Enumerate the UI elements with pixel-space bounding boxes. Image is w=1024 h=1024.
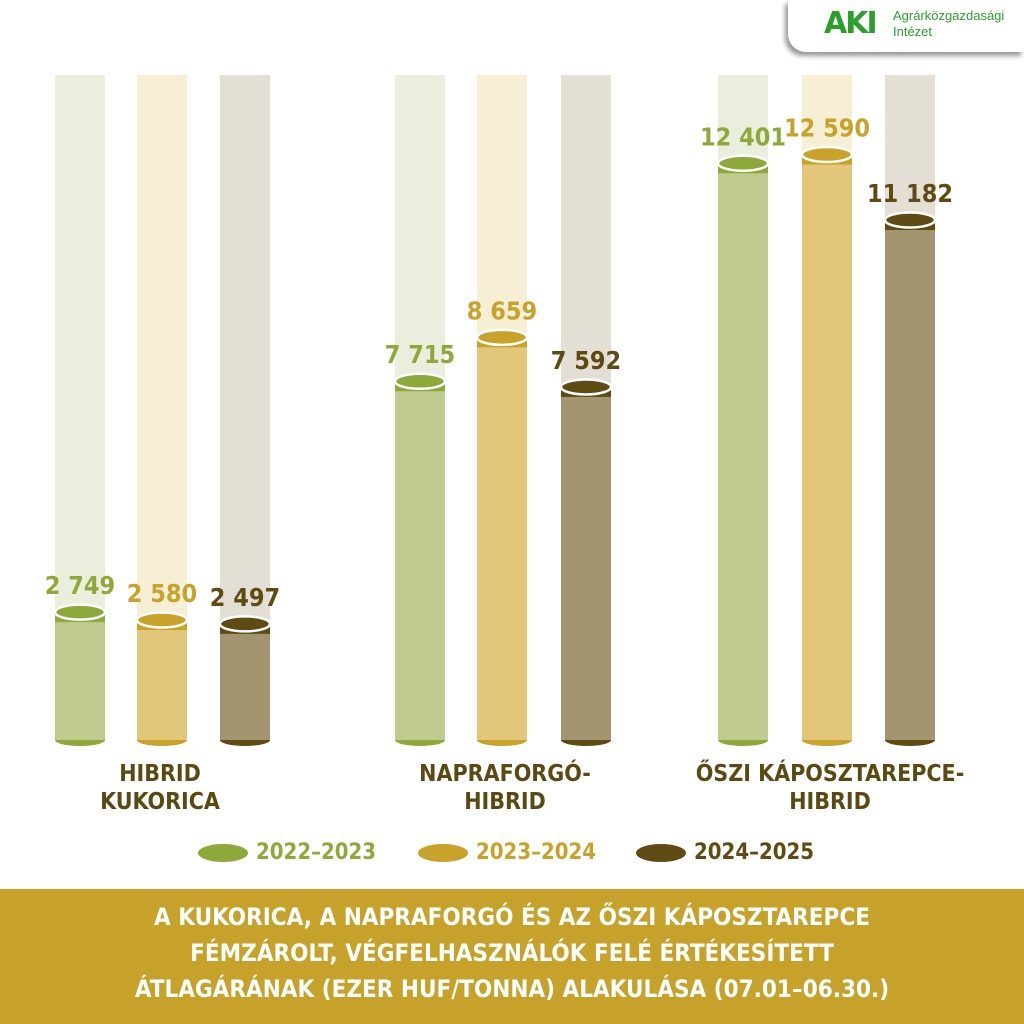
data-label: 7 715 [385,340,455,369]
bar [718,163,768,741]
bar-cap [393,372,447,390]
logo-line1: Agrárközgazdasági [893,8,1005,23]
bar [802,154,852,740]
bar [55,612,105,740]
logo-line2: Intézet [893,24,933,39]
chart-title-banner: A KUKORICA, A NAPRAFORGÓ ÉS AZ ŐSZI KÁPO… [0,889,1024,1024]
bar-cap [218,615,272,633]
bar [220,623,270,740]
legend-swatch [198,843,248,862]
category-label-3: ŐSZI KÁPOSZTAREPCE- HIBRID [695,761,965,815]
data-label: 7 592 [551,346,621,375]
aki-logo: AKI Agrárközgazdasági Intézet [788,0,1024,52]
data-label: 2 497 [210,583,280,612]
bar-cap [559,378,613,396]
bar-cap [475,328,529,347]
data-label: 2 580 [127,579,197,608]
data-label: 12 590 [784,114,870,143]
legend-item-2: 2023–2024 [418,840,596,865]
category-label-1: HIBRID KUKORICA [100,761,220,815]
category-label-2: NAPRAFORGÓ- HIBRID [419,761,591,815]
data-label: 11 182 [867,179,953,208]
bar-cap [53,603,107,621]
bar [477,337,527,740]
bar [137,620,187,740]
legend-item-1: 2022–2023 [198,840,376,865]
data-label: 2 749 [45,571,115,600]
bar [885,219,935,740]
bar-cap [716,154,770,173]
legend-swatch [418,843,468,862]
data-label: 8 659 [467,296,537,325]
legend-item-3: 2024–2025 [636,840,814,865]
bar [561,386,611,740]
logo-mark: AKI [824,6,878,41]
bar-cap [135,611,189,629]
legend-swatch [636,843,686,862]
data-label: 12 401 [700,122,786,151]
bar-cap [800,145,854,164]
bar-cap [883,211,937,229]
bar [395,381,445,740]
